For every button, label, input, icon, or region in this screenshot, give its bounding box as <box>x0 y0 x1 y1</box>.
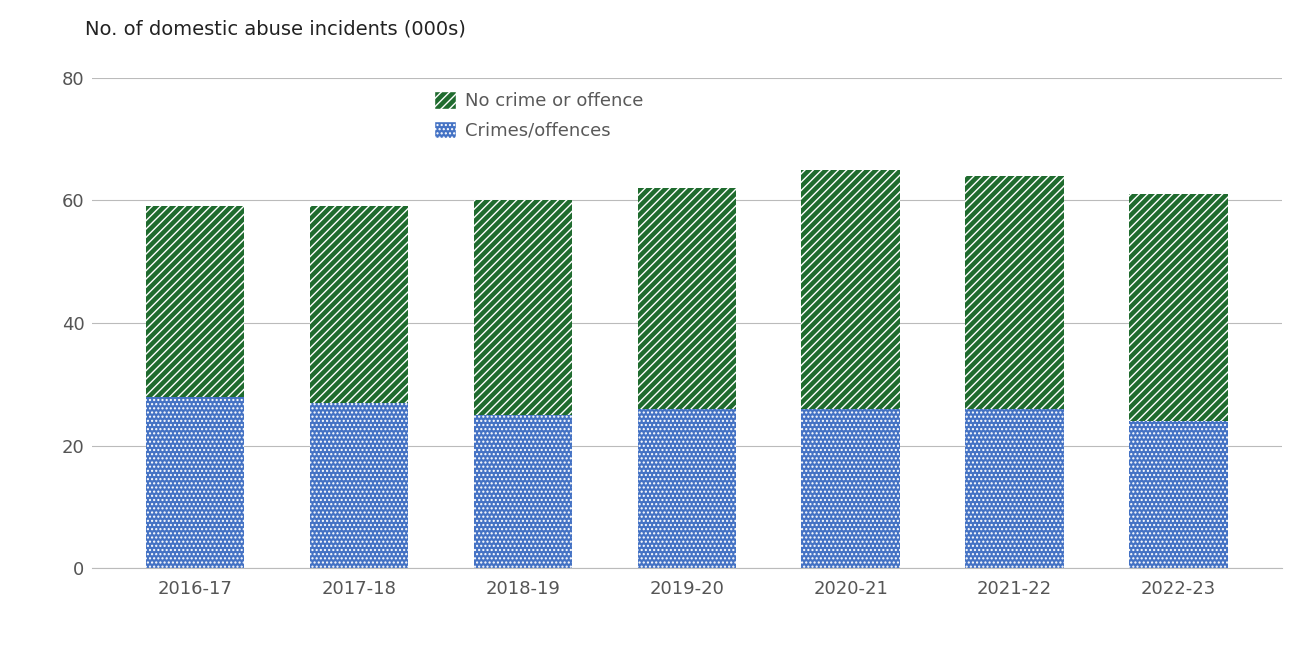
Bar <box>637 188 736 409</box>
Bar <box>473 200 572 415</box>
Bar <box>310 206 408 403</box>
Text: No. of domestic abuse incidents (000s): No. of domestic abuse incidents (000s) <box>85 19 466 38</box>
Bar <box>473 415 572 568</box>
Bar <box>965 409 1063 568</box>
Bar <box>802 409 900 568</box>
Bar <box>310 403 408 568</box>
Bar <box>145 206 245 397</box>
Bar <box>145 397 245 568</box>
Legend: No crime or offence, Crimes/offences: No crime or offence, Crimes/offences <box>434 92 644 140</box>
Bar <box>637 409 736 568</box>
Bar <box>802 169 900 409</box>
Bar <box>1129 421 1228 568</box>
Bar <box>1129 194 1228 421</box>
Bar <box>965 176 1063 409</box>
